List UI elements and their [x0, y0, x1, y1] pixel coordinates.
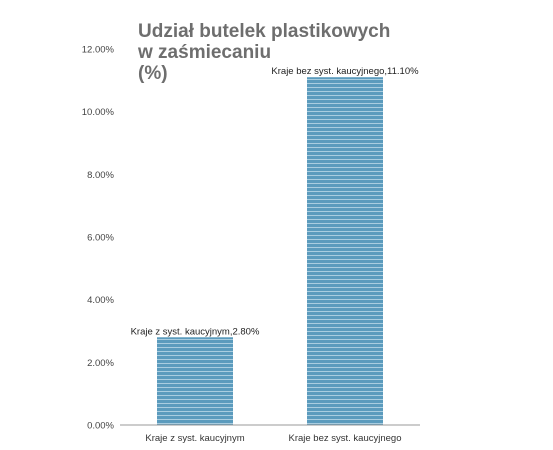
x-tick-label: Kraje bez syst. kaucyjnego [288, 433, 401, 444]
chart-title: Udział butelek plastikowych w zaśmiecani… [137, 21, 390, 84]
x-axis: Kraje z syst. kaucyjnym Kraje bez syst. k… [120, 424, 420, 444]
y-tick-label: 10.00% [82, 107, 115, 118]
y-tick-label: 4.00% [87, 295, 114, 306]
bar [157, 337, 233, 425]
chart-title-line-2: w zaśmiecaniu [137, 42, 271, 63]
bars: Kraje z syst. kaucyjnym,2.80% Kraje bez s… [131, 66, 419, 425]
chart-title-line-1: Udział butelek plastikowych [138, 21, 390, 42]
data-label: Kraje z syst. kaucyjnym,2.80% [131, 326, 260, 337]
data-label: Kraje bez syst. kaucyjnego,11.10% [271, 66, 419, 77]
y-tick-label: 12.00% [82, 45, 115, 56]
y-axis: 0.00% 2.00% 4.00% 6.00% 8.00% 10.00% 12.00% [82, 45, 115, 432]
y-tick-label: 0.00% [87, 421, 114, 432]
x-tick-label: Kraje z syst. kaucyjnym [145, 433, 244, 444]
y-tick-label: 2.00% [87, 358, 114, 369]
y-tick-label: 6.00% [87, 233, 114, 244]
y-tick-label: 8.00% [87, 170, 114, 181]
chart-title-line-3: (%) [138, 63, 168, 84]
bar [307, 77, 383, 425]
